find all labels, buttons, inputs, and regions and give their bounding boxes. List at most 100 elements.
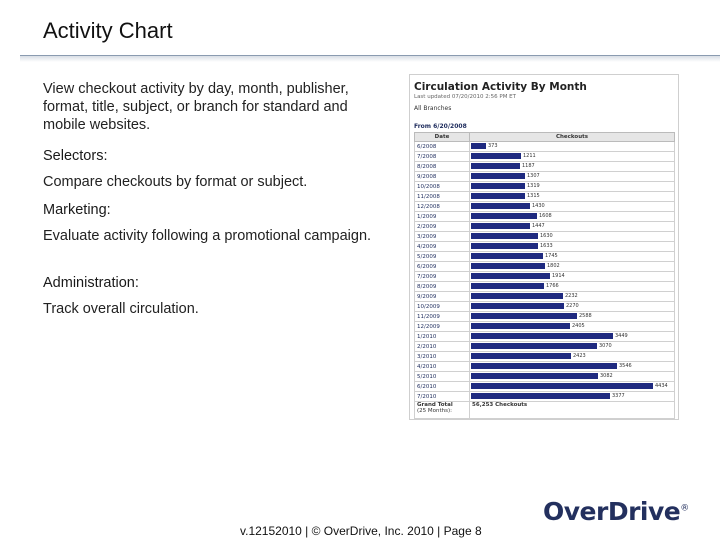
table-row: 11/2008 1315 [414,191,675,202]
section-administration: Administration: Track overall circulatio… [43,274,393,318]
data-label: 1802 [547,263,560,270]
report-table: Date Checkouts 6/2008 373 7/2008 1211 8/2008… [414,132,675,419]
intro-text: View checkout activity by day, month, pu… [43,81,349,133]
bar [471,293,563,300]
table-row: 9/2008 1307 [414,171,675,182]
slide-title: Activity Chart [43,18,173,43]
data-label: 1315 [527,193,540,200]
bar [471,273,550,280]
table-row: 3/2009 1630 [414,231,675,242]
data-label: 2232 [565,293,578,300]
bar [471,323,570,330]
bar-cell: 3377 [469,391,675,402]
table-row: 5/2010 3082 [414,371,675,382]
tick-label: 12/2008 [414,201,470,212]
table-row: 10/2009 2270 [414,301,675,312]
tick-label: 7/2009 [414,271,470,282]
bar-cell: 1307 [469,171,675,182]
table-row: 7/2010 3377 [414,391,675,402]
tick-label: 5/2010 [414,371,470,382]
section-text: Compare checkouts by format or subject. [43,174,308,190]
bar-cell: 2423 [469,351,675,362]
bar-cell: 2270 [469,301,675,312]
tick-label: 6/2009 [414,261,470,272]
section-heading: Selectors: [43,148,108,164]
bar [471,183,525,190]
tick-label: 6/2010 [414,381,470,392]
data-label: 1430 [532,203,545,210]
section-marketing: Marketing: Evaluate activity following a… [43,201,393,245]
column-header-date: Date [414,132,470,142]
tick-label: 3/2010 [414,351,470,362]
table-row: 3/2010 2423 [414,351,675,362]
bar [471,253,543,260]
bar-cell: 373 [469,141,675,152]
tick-label: 1/2009 [414,211,470,222]
table-row: 7/2008 1211 [414,151,675,162]
table-row: 10/2008 1319 [414,181,675,192]
data-label: 1187 [522,163,535,170]
bar [471,313,577,320]
bar [471,153,521,160]
title-divider [20,55,720,56]
bar [471,223,530,230]
data-label: 1447 [532,223,545,230]
bar [471,373,598,380]
tick-label: 10/2008 [414,181,470,192]
bar-cell: 1914 [469,271,675,282]
data-label: 2270 [566,303,579,310]
table-row: 2/2009 1447 [414,221,675,232]
data-label: 1211 [523,153,536,160]
data-label: 1745 [545,253,558,260]
bar-cell: 2232 [469,291,675,302]
bar [471,303,564,310]
tick-label: 7/2010 [414,391,470,402]
total-value: 56,253 Checkouts [469,401,675,419]
bar-cell: 3070 [469,341,675,352]
circulation-report: Circulation Activity By Month Last updat… [409,74,679,420]
bar [471,363,617,370]
tick-label: 9/2009 [414,291,470,302]
table-row: 6/2010 4434 [414,381,675,392]
table-row: 8/2009 1766 [414,281,675,292]
bar-cell: 1211 [469,151,675,162]
bar [471,203,530,210]
tick-label: 9/2008 [414,171,470,182]
tick-label: 8/2008 [414,161,470,172]
table-row: 8/2008 1187 [414,161,675,172]
data-label: 1307 [527,173,540,180]
data-label: 1319 [527,183,540,190]
bar-cell: 1319 [469,181,675,192]
tick-label: 7/2008 [414,151,470,162]
table-row: 6/2009 1802 [414,261,675,272]
table-row: 6/2008 373 [414,141,675,152]
data-label: 3449 [615,333,628,340]
bar-cell: 2588 [469,311,675,322]
tick-label: 12/2009 [414,321,470,332]
data-label: 4434 [655,383,668,390]
bar-cell: 4434 [469,381,675,392]
bar [471,213,537,220]
table-row: 12/2009 2405 [414,321,675,332]
table-row: 12/2008 1430 [414,201,675,212]
table-row: 9/2009 2232 [414,291,675,302]
report-title: Circulation Activity By Month [414,81,587,93]
tick-label: 3/2009 [414,231,470,242]
bar-cell: 1630 [469,231,675,242]
bar-cell: 1745 [469,251,675,262]
bar-cell: 1315 [469,191,675,202]
bar-cell: 2405 [469,321,675,332]
footer-text: v.12152010 | © OverDrive, Inc. 2010 | Pa… [240,524,482,538]
data-label: 2405 [572,323,585,330]
bar [471,193,525,200]
tick-label: 4/2010 [414,361,470,372]
data-label: 3546 [619,363,632,370]
bar-cell: 1187 [469,161,675,172]
tick-label: 5/2009 [414,251,470,262]
data-label: 3070 [599,343,612,350]
table-row: 4/2009 1633 [414,241,675,252]
bar [471,353,571,360]
tick-label: 11/2008 [414,191,470,202]
bar-cell: 1802 [469,261,675,272]
data-label: 1766 [546,283,559,290]
